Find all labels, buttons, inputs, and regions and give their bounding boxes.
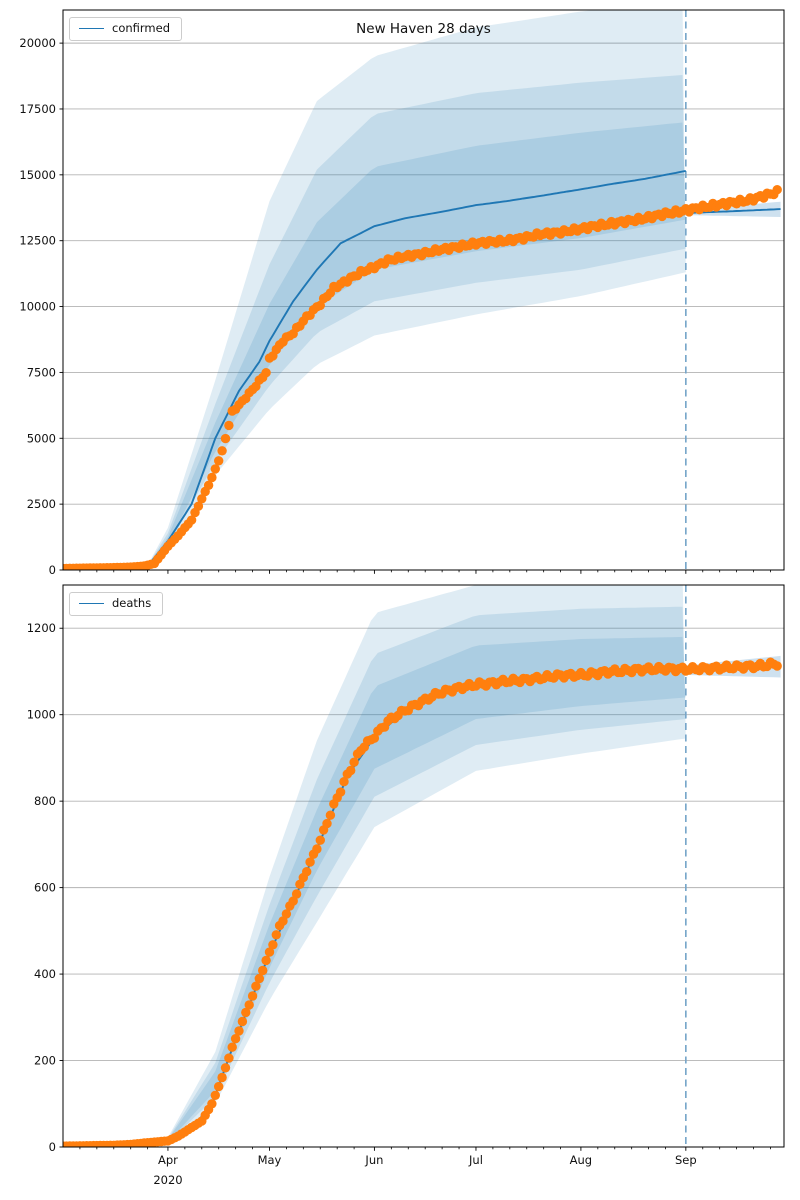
- y-tick-label: 20000: [19, 36, 56, 50]
- y-tick-label: 1200: [27, 621, 56, 635]
- y-tick-label: 0: [49, 1140, 56, 1154]
- x-tick-label: Apr: [158, 1153, 178, 1167]
- plot-background: [63, 10, 784, 570]
- y-tick-label: 0: [49, 563, 56, 577]
- y-tick-label: 200: [34, 1054, 56, 1068]
- observed-dots-confirmed: [63, 185, 782, 570]
- x-tick-label: Sep: [675, 1153, 697, 1167]
- plot-background: [63, 585, 784, 1147]
- x-tick-label: Jun: [364, 1153, 383, 1167]
- legend-label-confirmed: confirmed: [112, 21, 170, 35]
- legend-line-swatch-deaths: [79, 603, 104, 605]
- uncertainty-band-middle: [147, 606, 686, 1144]
- subplot-confirmed: 0 2500 5000 7500 10000 12500 15000 17500 20000: [19, 9, 785, 577]
- y-tick-label: 7500: [27, 365, 56, 379]
- legend-deaths: deaths: [69, 592, 164, 616]
- y-tick-label: 5000: [27, 431, 56, 445]
- observed-dots-deaths: [63, 657, 782, 1147]
- post-cutoff-band: [685, 201, 781, 217]
- legend-label-deaths: deaths: [112, 596, 152, 610]
- y-tick-label: 10000: [19, 300, 56, 314]
- plot-frame: [62, 9, 785, 571]
- x-axis-year-label: 2020: [153, 1173, 183, 1187]
- page-title: New Haven 28 days: [356, 21, 491, 37]
- y-tick-label: 800: [34, 794, 56, 808]
- y-tick-label: 400: [34, 967, 56, 981]
- x-tick-label: May: [258, 1153, 282, 1167]
- legend-line-swatch-confirmed: [79, 28, 104, 30]
- x-tick-label: Jul: [468, 1153, 483, 1167]
- uncertainty-band-outer: [147, 585, 686, 1145]
- uncertainty-band-outer: [147, 10, 686, 566]
- y-tick-label: 17500: [19, 102, 56, 116]
- y-tick-label: 600: [34, 881, 56, 895]
- y-tick-label: 12500: [19, 234, 56, 248]
- subplot-deaths: 0 200 400 600 800 1000 1200 Apr May Jun Jul Aug Sep: [27, 584, 785, 1167]
- legend-confirmed: confirmed: [69, 17, 182, 41]
- x-tick-label: Aug: [570, 1153, 592, 1167]
- uncertainty-band-middle: [147, 75, 686, 566]
- y-tick-label: 1000: [27, 708, 56, 722]
- y-tick-label: 15000: [19, 168, 56, 182]
- plot-frame: [62, 584, 785, 1148]
- y-tick-label: 2500: [27, 497, 56, 511]
- uncertainty-band-inner: [147, 636, 686, 1144]
